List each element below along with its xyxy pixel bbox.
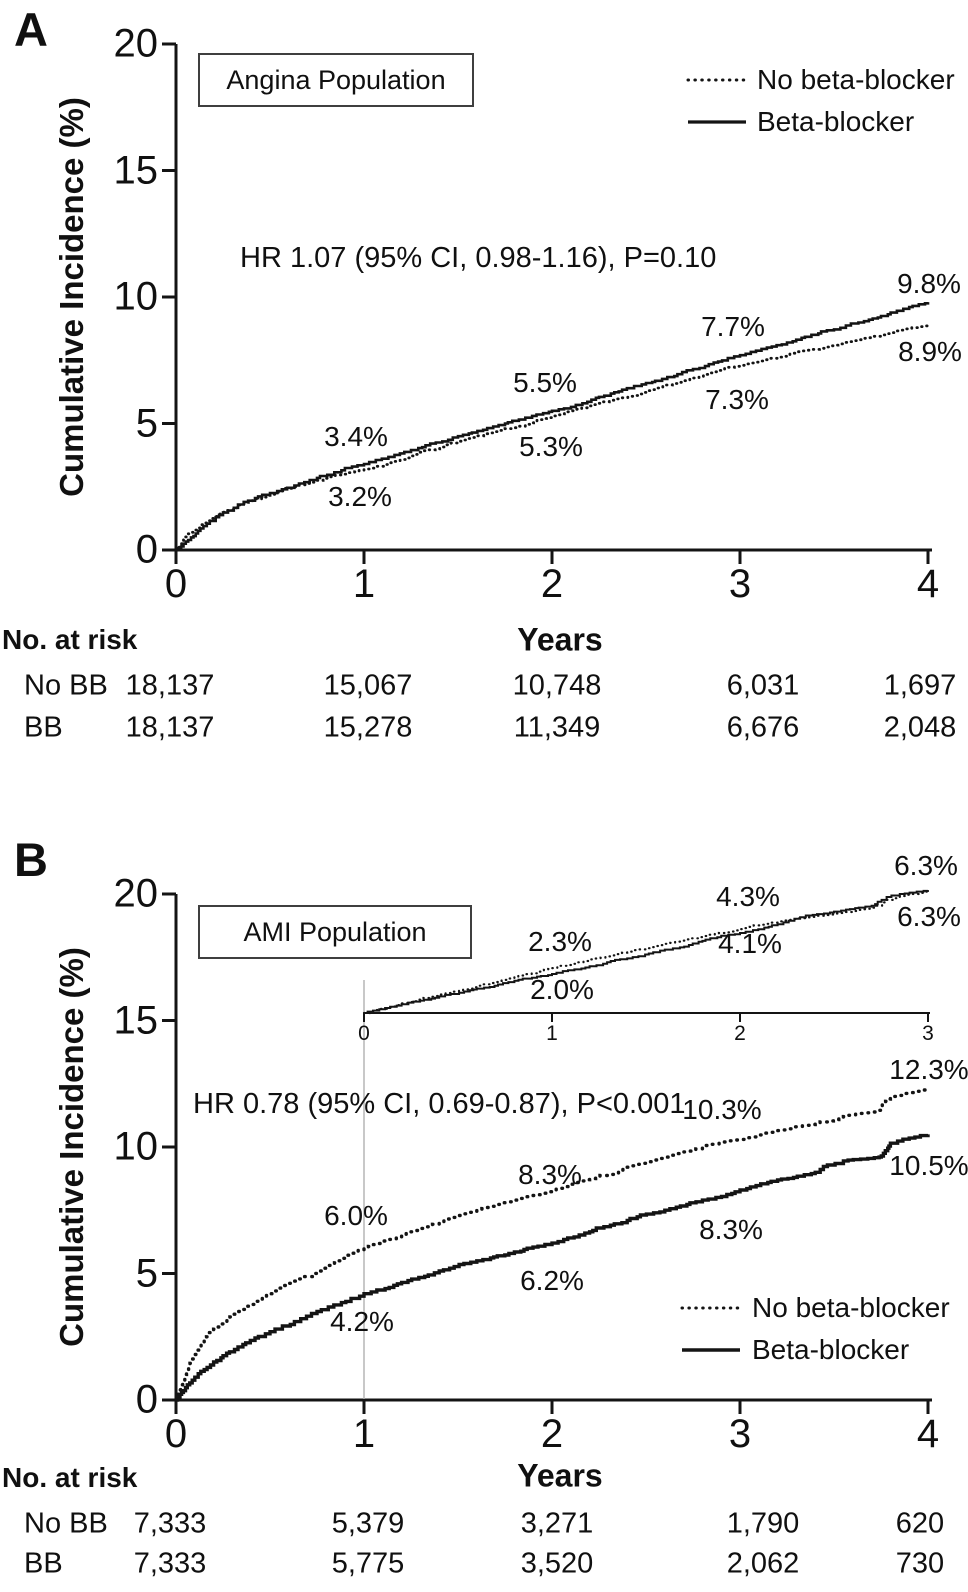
panel-a-x-tick-4: 4: [916, 562, 940, 606]
panel-a-y-tick-5: 5: [135, 401, 158, 446]
panel-a-risk-bb-4: 2,048: [883, 711, 957, 744]
curve-a-beta-blocker: [176, 302, 930, 552]
panel-a-risk-bb-3: 6,676: [726, 711, 800, 744]
panel-a-risk-nobb-1: 15,067: [323, 669, 413, 702]
panel-b-risk-nobb-2: 3,271: [520, 1507, 594, 1540]
panel-b-population-box: AMI Population: [198, 905, 472, 959]
panel-b-hr-annotation: HR 0.78 (95% CI, 0.69-0.87), P<0.001: [193, 1088, 686, 1120]
panel-a-risk-nobb-3: 6,031: [726, 669, 800, 702]
panel-a-population-label: Angina Population: [226, 64, 446, 95]
panel-b-risk-bb-2: 3,520: [520, 1547, 594, 1580]
panel-b-y-tick-15: 15: [113, 998, 159, 1043]
panel-b-risk-nobb-3: 1,790: [726, 1507, 800, 1540]
panel-b-y-tick-10: 10: [113, 1124, 159, 1169]
panel-b-label-bb-year3: 8.3%: [699, 1214, 763, 1245]
panel-b-label-nobb-year1: 6.0%: [324, 1200, 388, 1231]
panel-b-y-tick-5: 5: [135, 1251, 158, 1296]
panel-b-risk-nobb-0: 7,333: [133, 1507, 207, 1540]
panel-b-y-axis-title: Cumulative Incidence (%): [53, 947, 90, 1347]
panel-a-hr-annotation: HR 1.07 (95% CI, 0.98-1.16), P=0.10: [240, 242, 717, 274]
panel-a-risk-row-nobb-label: No BB: [24, 669, 108, 702]
inset-x-tick-1: 1: [546, 1022, 558, 1045]
panel-b-x-tick-0: 0: [164, 1412, 188, 1456]
panel-a-population-box: Angina Population: [198, 53, 474, 107]
panel-b-risk-bb-0: 7,333: [133, 1547, 207, 1580]
panel-b-x-tick-2: 2: [540, 1412, 564, 1456]
panel-a-letter: A: [14, 3, 48, 56]
panel-a-risk-header: No. at risk: [2, 624, 138, 655]
inset-label-nobb-year3: 6.3%: [894, 850, 958, 881]
panel-b-risk-header: No. at risk: [2, 1462, 138, 1493]
panel-b-label-nobb-year4: 12.3%: [889, 1054, 968, 1085]
inset-x-tick-2: 2: [734, 1022, 746, 1045]
panel-b-label-bb-year1: 4.2%: [330, 1306, 394, 1337]
panel-a-label-nobb-year1: 3.2%: [328, 481, 392, 512]
curve-b-no-beta-blocker: [174, 1087, 930, 1402]
panel-b-letter: B: [14, 833, 48, 886]
panel-a-risk-row-bb-label: BB: [24, 711, 63, 744]
panel-b-legend-no-beta-blocker: No beta-blocker: [752, 1292, 950, 1323]
panel-a-y-tick-15: 15: [113, 148, 159, 193]
panel-b-label-nobb-year2: 8.3%: [518, 1159, 582, 1190]
inset-x-tick-0: 0: [358, 1022, 370, 1045]
panel-b-label-bb-year2: 6.2%: [520, 1265, 584, 1296]
inset-label-bb-year1: 2.0%: [530, 974, 594, 1005]
panel-b-y-tick-0: 0: [135, 1377, 158, 1422]
panel-a-risk-nobb-0: 18,137: [125, 669, 215, 702]
panel-a-y-tick-20: 20: [113, 21, 159, 66]
panel-b-risk-row-bb-label: BB: [24, 1547, 63, 1580]
panel-a-label-nobb-year4: 8.9%: [898, 336, 962, 367]
panel-a-x-tick-0: 0: [164, 562, 188, 606]
curve-b-beta-blocker: [175, 1133, 930, 1402]
panel-a-legend-no-beta-blocker: No beta-blocker: [757, 64, 955, 95]
panel-b-risk-nobb-4: 620: [895, 1507, 945, 1540]
panel-b-risk-bb-1: 5,775: [331, 1547, 405, 1580]
panel-b-legend-beta-blocker: Beta-blocker: [752, 1334, 910, 1365]
panel-a-y-axis-title: Cumulative Incidence (%): [53, 97, 90, 497]
panel-a-label-bb-year4: 9.8%: [897, 268, 961, 299]
inset-label-bb-year3: 6.3%: [897, 901, 961, 932]
panel-a-y-tick-0: 0: [135, 527, 158, 572]
panel-a-label-nobb-year2: 5.3%: [519, 431, 583, 462]
panel-a-x-tick-3: 3: [728, 562, 752, 606]
panel-a-risk-bb-0: 18,137: [125, 711, 215, 744]
panel-a-x-axis-title: Years: [517, 621, 603, 658]
inset-label-bb-year2: 4.1%: [718, 928, 782, 959]
panel-a-risk-bb-2: 11,349: [513, 711, 601, 744]
inset-x-tick-3: 3: [922, 1022, 934, 1045]
panel-a-label-bb-year3: 7.7%: [701, 311, 765, 342]
panel-a-label-bb-year1: 3.4%: [324, 421, 388, 452]
panel-a-risk-bb-1: 15,278: [323, 711, 413, 744]
curve-b_inset-no-beta-blocker: [362, 889, 930, 1015]
panel-b-label-nobb-year3: 10.3%: [682, 1094, 762, 1125]
panel-a-risk-nobb-2: 10,748: [512, 669, 602, 702]
panel-b-label-bb-year4: 10.5%: [889, 1150, 968, 1181]
panel-a-y-tick-10: 10: [113, 274, 159, 319]
panel-b-y-tick-20: 20: [113, 871, 159, 916]
inset-label-nobb-year1: 2.3%: [528, 926, 592, 957]
panel-a-risk-nobb-4: 1,697: [883, 669, 957, 702]
panel-b-x-tick-1: 1: [352, 1412, 376, 1456]
panel-a-label-bb-year2: 5.5%: [513, 367, 577, 398]
inset-label-nobb-year2: 4.3%: [716, 881, 780, 912]
panel-b-risk-bb-4: 730: [895, 1547, 945, 1580]
panel-a-x-tick-1: 1: [352, 562, 376, 606]
panel-b-population-label: AMI Population: [243, 916, 427, 947]
panel-b-x-tick-4: 4: [916, 1412, 940, 1456]
panel-a-x-tick-2: 2: [540, 562, 564, 606]
panel-a-legend-beta-blocker: Beta-blocker: [757, 106, 915, 137]
panel-b-risk-row-nobb-label: No BB: [24, 1507, 108, 1540]
panel-b-x-tick-3: 3: [728, 1412, 752, 1456]
panel-a-label-nobb-year3: 7.3%: [705, 384, 769, 415]
panel-b-x-axis-title: Years: [517, 1457, 603, 1494]
panel-b-risk-nobb-1: 5,379: [331, 1507, 405, 1540]
curve-b_inset-beta-blocker: [364, 889, 929, 1014]
panel-b-risk-bb-3: 2,062: [726, 1547, 800, 1580]
